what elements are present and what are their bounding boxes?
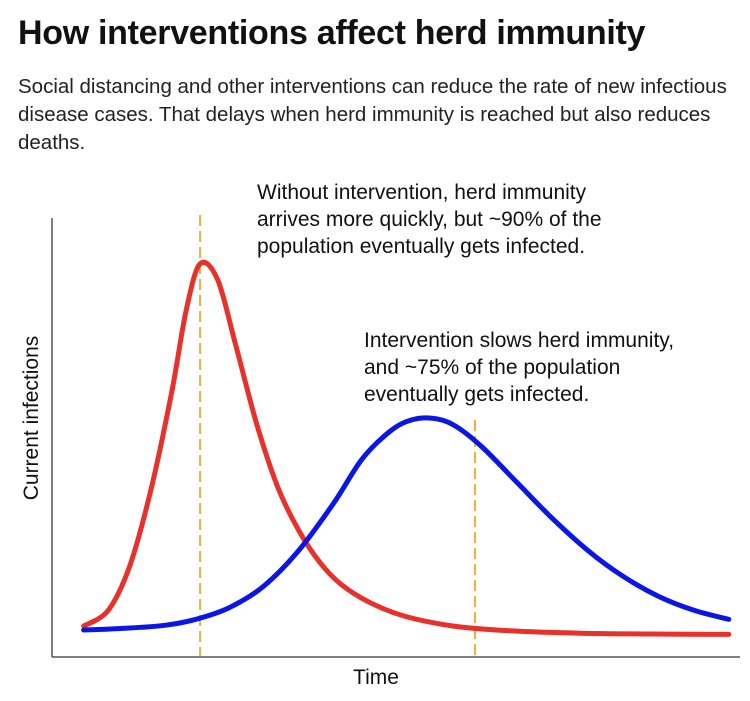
annotation-2-line-2: and ~75% of the population: [364, 356, 620, 379]
annotation-1-line-1: Without intervention, herd immunity: [257, 181, 587, 204]
series-layer: [81, 259, 732, 637]
x-axis-label: Time: [353, 666, 399, 689]
series-intervention-line: [81, 415, 732, 633]
annotations: Without intervention, herd immunity arriv…: [257, 181, 674, 406]
annotation-1: Without intervention, herd immunity arriv…: [257, 181, 602, 258]
annotation-2-line-1: Intervention slows herd immunity,: [364, 329, 674, 352]
reference-lines: [199, 215, 476, 656]
chart-axes: [51, 218, 740, 658]
annotation-2-line-3: eventually gets infected.: [364, 383, 589, 406]
y-axis-label: Current infections: [20, 336, 43, 501]
chart-subtitle: Social distancing and other intervention…: [18, 75, 727, 154]
chart-title: How interventions affect herd immunity: [18, 14, 646, 52]
annotation-2: Intervention slows herd immunity, and ~75…: [364, 329, 674, 406]
series-no-intervention-line: [81, 259, 732, 637]
annotation-1-line-3: population eventually gets infected.: [257, 235, 585, 258]
annotation-1-line-2: arrives more quickly, but ~90% of the: [257, 208, 602, 231]
